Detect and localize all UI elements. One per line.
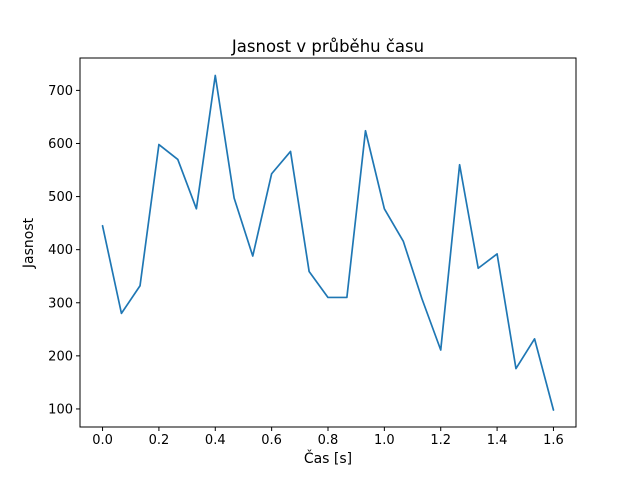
x-tick-label: 0.2 — [149, 433, 170, 448]
x-tick-label: 1.6 — [543, 433, 564, 448]
x-tick-label: 0.6 — [261, 433, 282, 448]
y-tick-label: 100 — [48, 402, 73, 417]
x-tick-label: 0.8 — [318, 433, 339, 448]
y-tick-label: 300 — [48, 296, 73, 311]
x-tick-label: 1.4 — [487, 433, 508, 448]
chart-title: Jasnost v průběhu času — [231, 37, 425, 56]
x-axis-label: Čas [s] — [303, 451, 353, 467]
y-axis-label: Jasnost — [21, 217, 37, 269]
data-line-series — [101, 74, 555, 411]
x-tick-label: 1.0 — [374, 433, 395, 448]
axes-spines — [79, 57, 577, 428]
y-tick-label: 200 — [48, 349, 73, 364]
y-tick-label: 400 — [48, 243, 73, 258]
y-tick-label: 700 — [48, 84, 73, 99]
y-tick-label: 600 — [48, 137, 73, 152]
x-tick-label: 0.0 — [92, 433, 113, 448]
x-tick-label: 1.2 — [430, 433, 451, 448]
x-tick-label: 0.4 — [205, 433, 226, 448]
y-tick-label: 500 — [48, 190, 73, 205]
